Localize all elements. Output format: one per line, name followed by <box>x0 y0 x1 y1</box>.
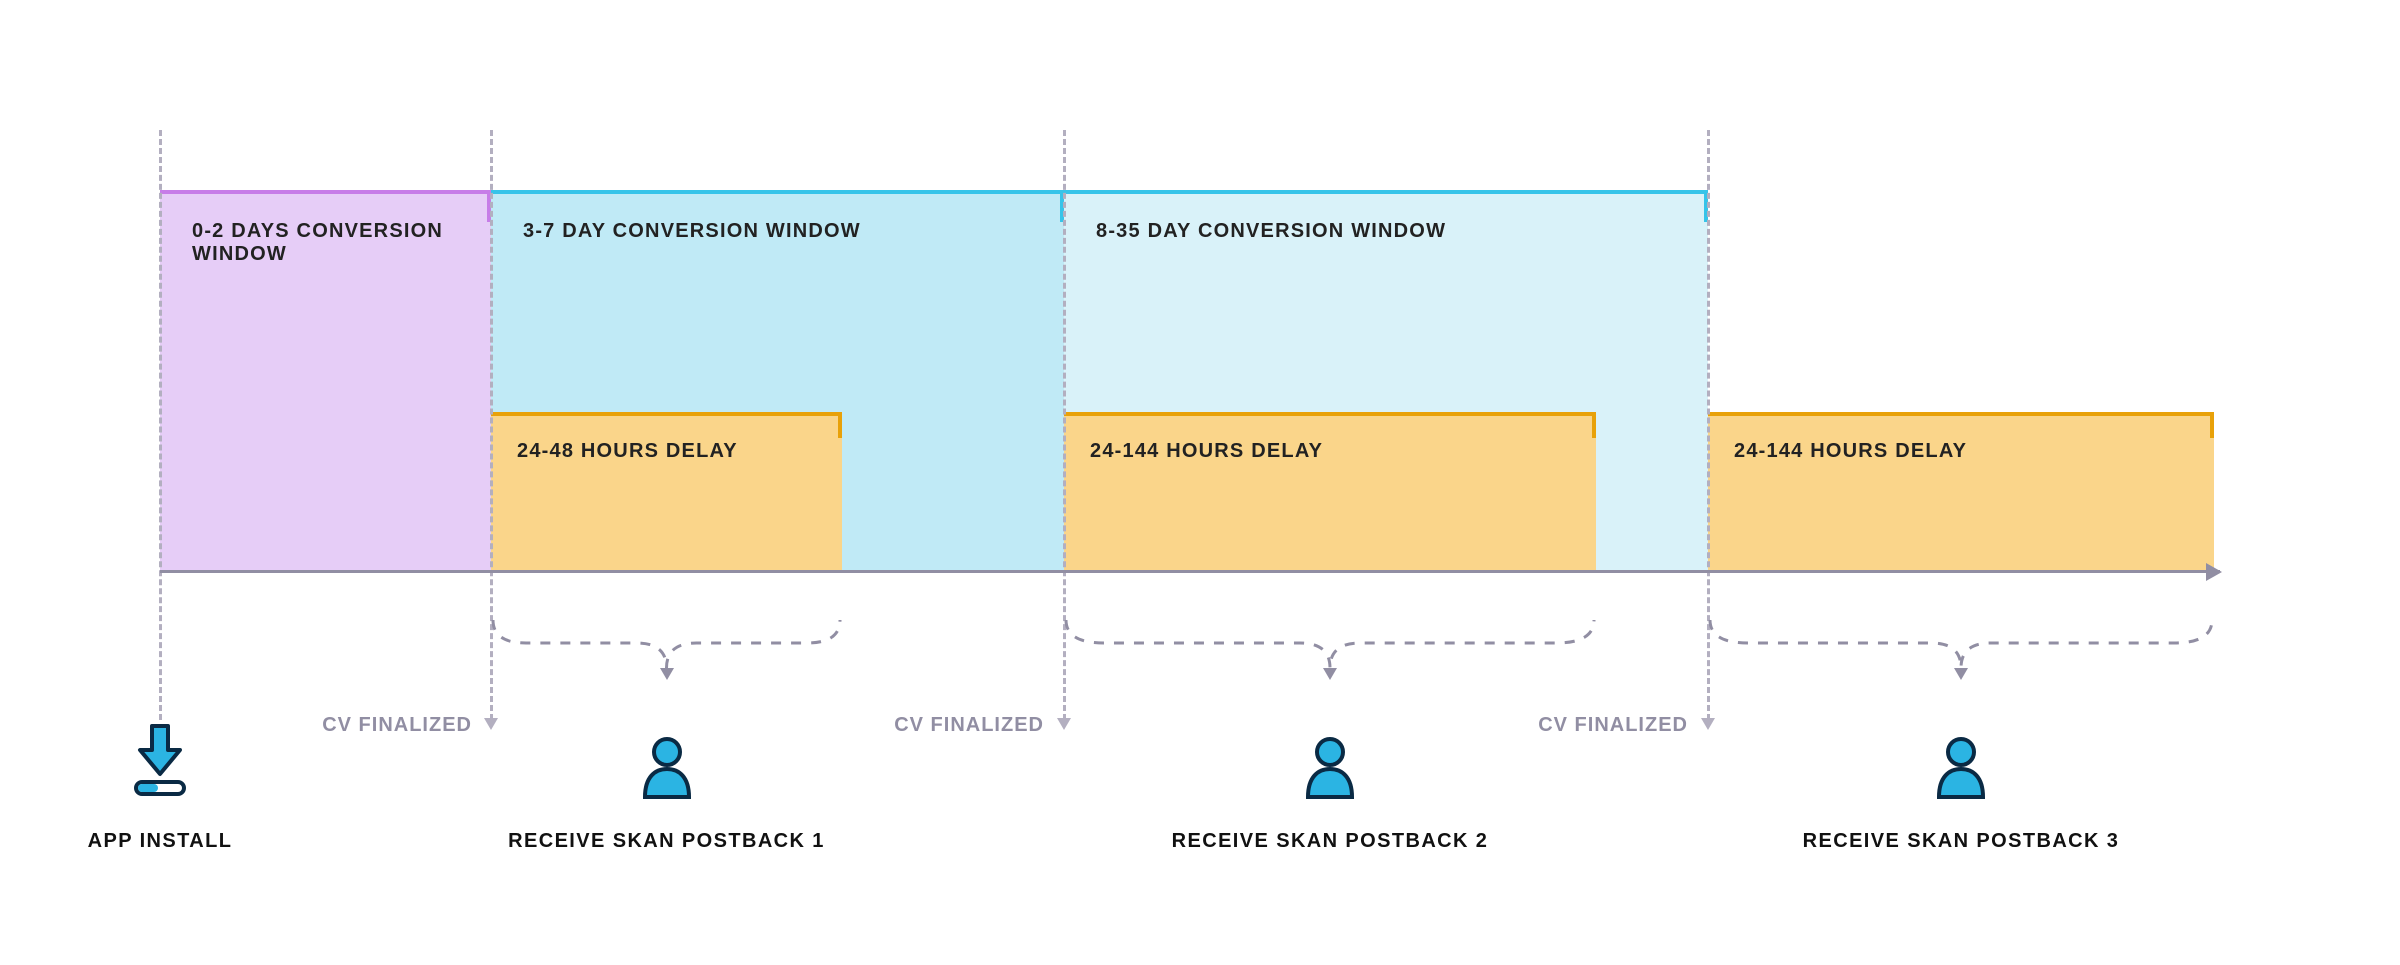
person-icon <box>1933 735 1989 801</box>
postback-label-3: RECEIVE SKAN POSTBACK 3 <box>1781 830 2141 853</box>
brace-arrowhead-3 <box>1954 668 1968 680</box>
delay-label: 24-144 HOURS DELAY <box>1734 440 1967 463</box>
delay-label: 24-48 HOURS DELAY <box>517 440 738 463</box>
conversion-window-label: 0-2 DAYS CONVERSION WINDOW <box>192 220 471 266</box>
delay-tick <box>838 416 842 438</box>
delay-tick <box>1592 416 1596 438</box>
brace-arrowhead-1 <box>660 668 674 680</box>
conversion-window-1: 0-2 DAYS CONVERSION WINDOW <box>160 190 491 570</box>
delay-tick <box>2210 416 2214 438</box>
person-icon <box>1302 735 1358 801</box>
postback-label-1: RECEIVE SKAN POSTBACK 1 <box>487 830 847 853</box>
delay-box-2: 24-144 HOURS DELAY <box>1064 412 1596 570</box>
install-label: APP INSTALL <box>70 830 250 853</box>
person-icon <box>639 735 695 801</box>
cv-finalized-label-2: CV FINALIZED <box>854 714 1044 737</box>
delay-label: 24-144 HOURS DELAY <box>1090 440 1323 463</box>
conversion-window-label: 3-7 DAY CONVERSION WINDOW <box>523 220 1044 243</box>
cv-finalized-label-3: CV FINALIZED <box>1498 714 1688 737</box>
timeline-axis <box>160 570 2220 573</box>
vertical-dash-1 <box>159 130 162 720</box>
delay-box-3: 24-144 HOURS DELAY <box>1708 412 2214 570</box>
brace-arrowhead-2 <box>1323 668 1337 680</box>
vdash-arrowhead-3 <box>1701 718 1715 730</box>
download-icon <box>128 722 192 802</box>
conversion-window-label: 8-35 DAY CONVERSION WINDOW <box>1096 220 1688 243</box>
cv-finalized-label-1: CV FINALIZED <box>282 714 472 737</box>
vdash-arrowhead-2 <box>1057 718 1071 730</box>
axis-arrowhead <box>2206 563 2222 581</box>
postback-label-2: RECEIVE SKAN POSTBACK 2 <box>1150 830 1510 853</box>
delay-box-1: 24-48 HOURS DELAY <box>491 412 842 570</box>
timeline-diagram: 0-2 DAYS CONVERSION WINDOW 3-7 DAY CONVER… <box>0 0 2400 965</box>
vdash-arrowhead-1 <box>484 718 498 730</box>
